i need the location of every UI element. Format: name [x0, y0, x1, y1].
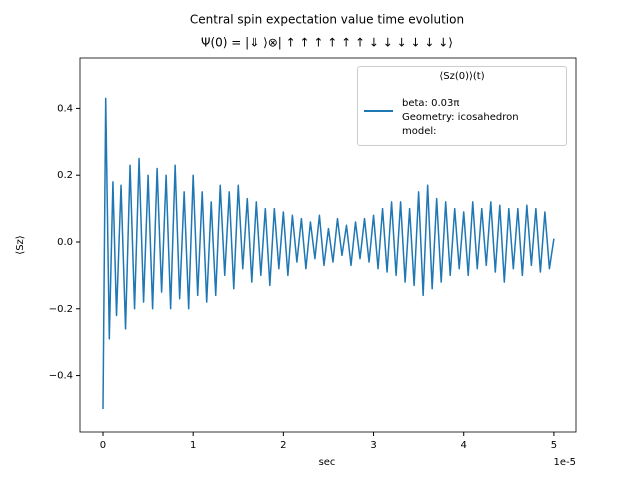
y-tick-label: 0.0 [57, 237, 73, 248]
x-tick-label: 5 [551, 440, 557, 451]
x-tick-label: 1 [190, 440, 196, 451]
x-tick-label: 0 [100, 440, 106, 451]
y-tick-label: −0.2 [49, 304, 73, 315]
series-line [102, 97, 555, 409]
x-axis-label: sec [319, 457, 336, 468]
legend-swatch [364, 110, 393, 112]
x-tick-label: 4 [461, 440, 467, 451]
legend-title: ⟨Sz(0)⟩(t) [439, 71, 485, 82]
legend-label: beta: 0.03π Geometry: icosahedron model: [402, 98, 519, 137]
x-tick-label: 2 [280, 440, 286, 451]
y-tick-label: 0.4 [57, 103, 73, 114]
y-tick-label: 0.2 [57, 170, 73, 181]
y-tick-label: −0.4 [49, 371, 73, 382]
x-tick-label: 3 [370, 440, 376, 451]
chart-subtitle: Ψ(0) = |⇓ ⟩⊗| ↑ ↑ ↑ ↑ ↑ ↑ ↓ ↓ ↓ ↓ ↓ ↓⟩ [201, 36, 453, 50]
x-offset-label: 1e-5 [554, 457, 577, 468]
plot-frame [79, 57, 577, 433]
legend: ⟨Sz(0)⟩(t) beta: 0.03π Geometry: icosahe… [357, 66, 567, 146]
y-axis-label: ⟨Sz⟩ [15, 235, 26, 254]
chart-title: Central spin expectation value time evol… [190, 13, 464, 27]
